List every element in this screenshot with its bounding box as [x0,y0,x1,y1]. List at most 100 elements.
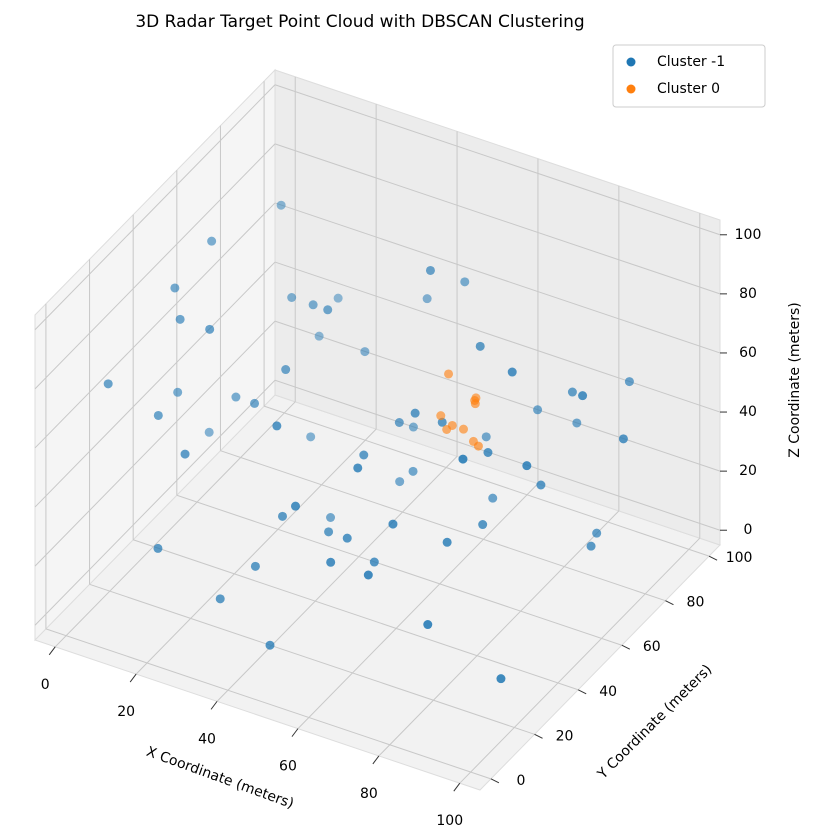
legend: Cluster -1 Cluster 0 [612,44,766,108]
data-point [458,454,468,464]
data-point [444,369,454,379]
data-point [410,408,420,418]
z-axis-label: Z Coordinate (meters) [787,302,803,458]
grid-line [274,379,721,531]
data-point [488,493,498,503]
tick-mark [490,778,500,784]
data-point [306,432,316,442]
x-axis-label: X Coordinate (meters) [144,744,296,812]
data-point [618,434,628,444]
data-point [423,620,433,630]
y-tick-label: 0 [516,773,525,789]
data-point [460,277,470,287]
z-tick-label: 20 [739,463,757,479]
data-point [323,305,333,315]
grid-line [34,202,276,449]
data-point [468,436,478,446]
grid-line [459,537,701,784]
chart-title: 3D Radar Target Point Cloud with DBSCAN … [135,12,584,32]
grid-line [216,456,458,702]
tick-mark [621,644,631,650]
data-point [478,520,488,530]
data-point [204,427,214,437]
data-point [624,377,634,387]
data-point [592,528,602,538]
z-tick-label: 0 [744,522,753,538]
data-point [153,543,163,553]
grid-line [133,539,579,691]
tick-mark [665,600,674,606]
grid-line [274,261,721,413]
x-tick-label: 80 [360,786,378,802]
data-point [447,420,457,430]
data-point [287,293,297,302]
data-point [103,379,113,389]
tick-mark [372,755,380,765]
tick-mark [291,728,299,737]
data-point [483,448,493,457]
grid-line [54,401,296,648]
data-point [586,541,596,551]
z-tick-label: 80 [739,286,757,302]
grid-line [34,143,276,390]
tick-mark [534,733,543,739]
tick-mark [577,689,587,695]
data-point [572,418,582,428]
grid-line [274,84,721,236]
data-point [363,570,373,580]
data-point [175,314,185,324]
data-point [173,387,183,397]
x-tick-label: 0 [41,677,50,693]
x-tick-label: 60 [279,759,297,775]
data-point [481,432,491,442]
data-point [369,557,379,567]
data-point [471,393,481,403]
data-point [342,533,352,543]
z-tick-label: 60 [739,345,757,361]
grid-line [34,320,276,567]
data-point [394,418,404,427]
data-point [180,449,190,459]
data-point [536,480,546,490]
y-tick-label: 40 [599,684,617,700]
grid-line [378,510,620,757]
data-point [265,640,275,650]
grid-line [176,494,622,646]
data-point [408,466,418,476]
z-tick-label: 100 [735,227,762,243]
legend-label: Cluster 0 [657,81,720,97]
data-point [170,283,180,293]
data-point [326,557,336,567]
tick-mark [48,646,56,656]
data-point [314,331,324,341]
data-point [250,398,260,408]
data-point [326,513,336,522]
grid-line [274,320,721,472]
data-point [388,519,398,529]
data-point [276,200,286,210]
x-tick-label: 100 [436,813,463,829]
data-point [436,411,446,421]
data-point [422,294,432,304]
data-point [278,511,287,521]
data-point [567,387,577,397]
data-point [425,265,435,275]
data-point [507,367,517,377]
data-point [442,537,452,547]
grid-line [297,483,539,729]
data-point [281,365,291,375]
grid-line [274,143,721,295]
tick-mark [210,701,218,710]
grid-line [135,428,377,675]
y-axis-label: Y Coordinate (meters) [594,662,715,783]
data-point [308,300,318,310]
data-point [360,347,370,357]
grid-line [34,261,276,508]
y-tick-label: 60 [643,639,661,655]
data-point [359,450,369,460]
y-tick-label: 20 [556,728,574,744]
data-point [353,463,363,473]
y-tick-label: 100 [726,550,753,566]
grid-line [263,405,710,557]
